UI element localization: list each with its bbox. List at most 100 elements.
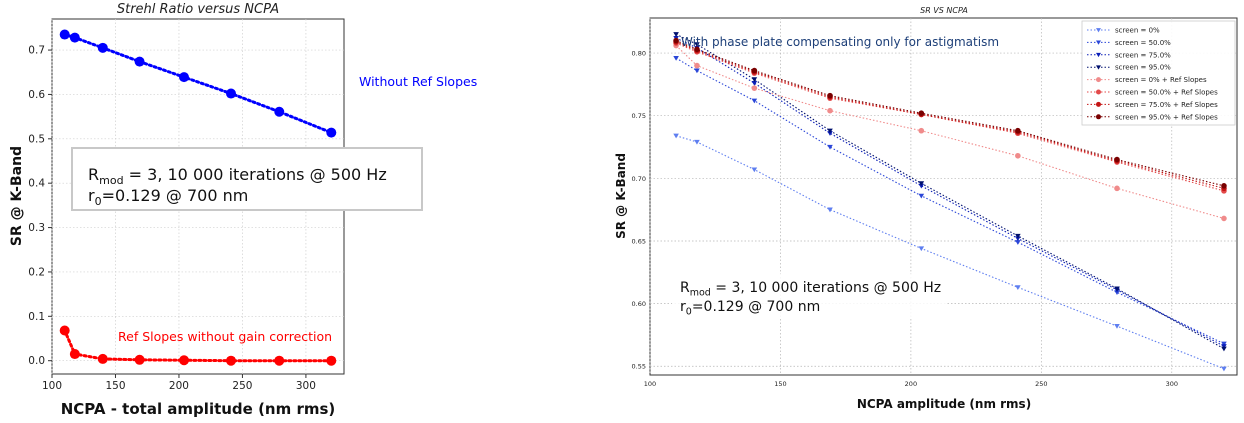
y-tick-label: 0.2 xyxy=(28,266,45,278)
legend-marker xyxy=(1096,40,1101,45)
data-point xyxy=(274,106,285,117)
data-point xyxy=(179,355,190,366)
data-point xyxy=(827,131,833,136)
series-label-ref-slopes: Ref Slopes without gain correction xyxy=(118,329,332,344)
data-point xyxy=(918,181,925,187)
legend-frame xyxy=(1081,20,1236,126)
legend-marker xyxy=(1096,89,1101,95)
data-point xyxy=(134,354,145,365)
y-tick-label: 0.5 xyxy=(28,133,45,145)
data-point xyxy=(918,127,925,134)
y-tick-label: 0.70 xyxy=(632,175,646,183)
data-point xyxy=(694,42,700,47)
data-point xyxy=(827,92,833,99)
x-tick-label: 150 xyxy=(105,380,125,392)
series-screen-0 xyxy=(673,133,1227,372)
data-point xyxy=(694,46,700,53)
y-axis-label: SR @ K-Band xyxy=(614,153,628,239)
data-point xyxy=(918,246,925,252)
data-point xyxy=(1221,183,1227,189)
data-point xyxy=(673,32,679,37)
legend-label: screen = 75.0% xyxy=(1115,51,1171,59)
x-tick-label: 200 xyxy=(905,380,917,388)
data-point xyxy=(1221,346,1227,352)
legend-marker xyxy=(1096,65,1101,70)
series-line xyxy=(675,42,1225,192)
data-point xyxy=(1221,215,1227,222)
annotation-frame xyxy=(672,274,946,318)
legend-label: screen = 0% xyxy=(1115,27,1160,35)
x-tick-label: 250 xyxy=(1035,380,1047,388)
data-point xyxy=(751,77,758,83)
x-axis-label: NCPA amplitude (nm rms) xyxy=(857,397,1031,411)
chart-right: 100 150 200 250 3000.550.600.650.700.750.80 … xyxy=(614,6,1238,411)
series-layer xyxy=(673,32,1227,372)
y-axis-label: SR @ K-Band xyxy=(9,146,25,246)
data-point xyxy=(1015,285,1021,290)
y-tick-label: 0.65 xyxy=(632,237,646,245)
series-screen-50-0 xyxy=(673,55,1227,347)
series-screen-95-0-ref-slopes xyxy=(673,37,1227,189)
data-point xyxy=(694,139,700,145)
series-label-without-ref-slopes: Without Ref Slopes xyxy=(359,74,477,89)
data-point xyxy=(326,355,337,366)
data-point xyxy=(918,193,925,199)
data-point xyxy=(274,355,285,366)
legend: screen = 0% screen = 50.0% screen = 75.0% s… xyxy=(1081,20,1236,126)
data-point xyxy=(226,355,237,366)
data-point xyxy=(1221,366,1227,372)
data-point xyxy=(1015,233,1021,239)
data-point xyxy=(827,128,833,134)
legend-marker xyxy=(1096,52,1101,58)
legend-label: screen = 50.0% xyxy=(1115,39,1171,47)
legend-entry: screen = 95.0% + Ref Slopes xyxy=(1087,113,1218,121)
annotation-line-1: Rmod = 3, 10 000 iterations @ 500 Hz xyxy=(88,165,387,187)
y-tick-label: 0.80 xyxy=(632,50,646,58)
series-line xyxy=(675,135,1225,370)
legend-entry: screen = 0% xyxy=(1087,27,1160,35)
data-point xyxy=(1015,236,1021,242)
data-point xyxy=(673,55,679,61)
data-point xyxy=(694,62,700,69)
series-line xyxy=(675,45,1225,219)
data-point xyxy=(1221,344,1227,349)
legend-entry: screen = 0% + Ref Slopes xyxy=(1087,76,1207,84)
ticks: 100 150 200 250 300 0.55 0.60 0.65 0.70 0.75 0.80 xyxy=(632,50,1178,388)
annotation-box: Rmod = 3, 10 000 iterations @ 500 Hz r0=… xyxy=(71,147,423,211)
legend-entries: screen = 0% screen = 50.0% screen = 75.0% s… xyxy=(1087,27,1218,121)
data-point xyxy=(1015,152,1021,159)
legend-label: screen = 95.0% xyxy=(1115,64,1171,72)
y-tick-label: 0.6 xyxy=(28,89,45,101)
annotation-line-2: r0=0.129 @ 700 nm xyxy=(88,186,248,208)
series-screen-95-0 xyxy=(673,32,1227,352)
data-point xyxy=(1015,127,1021,134)
x-tick-label: 250 xyxy=(232,380,252,392)
series-without-ref-slopes xyxy=(59,29,337,138)
series-line xyxy=(675,33,1225,350)
legend-entry: screen = 50.0% + Ref Slopes xyxy=(1087,89,1218,97)
legend-label: screen = 75.0% + Ref Slopes xyxy=(1115,101,1218,109)
series-ref-slopes-without-gain-correction xyxy=(59,325,337,366)
data-point xyxy=(1114,290,1120,295)
data-point xyxy=(673,133,679,139)
series-line xyxy=(675,40,1225,187)
series-line xyxy=(675,41,1225,189)
y-tick-label: 0.7 xyxy=(28,45,45,57)
data-point xyxy=(1221,341,1227,347)
data-point xyxy=(673,37,679,44)
data-point xyxy=(1015,240,1021,245)
data-point xyxy=(751,98,758,104)
x-tick-label: 100 xyxy=(644,380,656,388)
annotation-line-1: Rmod = 3, 10 000 iterations @ 500 Hz xyxy=(680,280,941,299)
series-layer xyxy=(59,29,337,366)
x-tick-label: 150 xyxy=(774,380,786,388)
data-point xyxy=(918,183,925,189)
data-point xyxy=(179,72,190,83)
data-point xyxy=(226,88,237,99)
data-point xyxy=(694,68,700,74)
data-point xyxy=(1114,185,1120,192)
annotation-line-2: r0=0.129 @ 700 nm xyxy=(680,299,820,318)
legend-label: screen = 50.0% + Ref Slopes xyxy=(1115,89,1218,97)
x-axis-label: NCPA - total amplitude (nm rms) xyxy=(61,400,336,418)
data-point xyxy=(827,107,833,114)
